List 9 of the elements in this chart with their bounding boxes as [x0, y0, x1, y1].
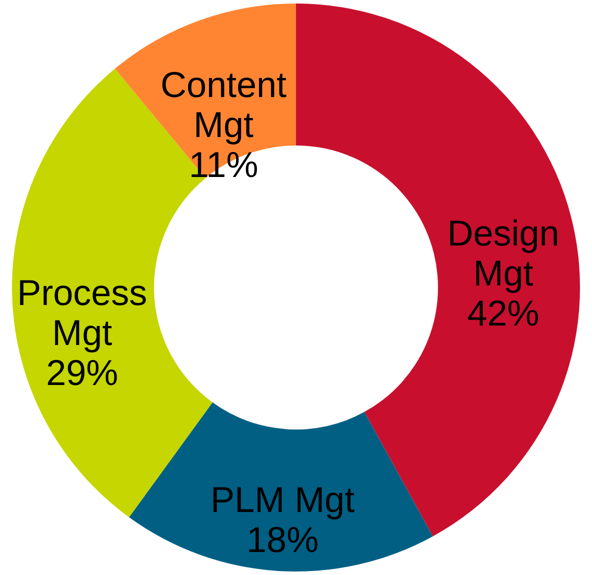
data-label: 29% [46, 352, 118, 394]
slice-label: Content Mgt [160, 64, 287, 146]
donut-slice [129, 402, 433, 572]
data-label: 42% [467, 292, 540, 334]
slice-label: Design Mgt [447, 212, 560, 294]
data-label: 18% [246, 519, 319, 560]
slice-label: Process Mgt [17, 272, 148, 354]
donut-slice [114, 4, 296, 178]
slice-label: PLM Mgt [210, 479, 355, 520]
